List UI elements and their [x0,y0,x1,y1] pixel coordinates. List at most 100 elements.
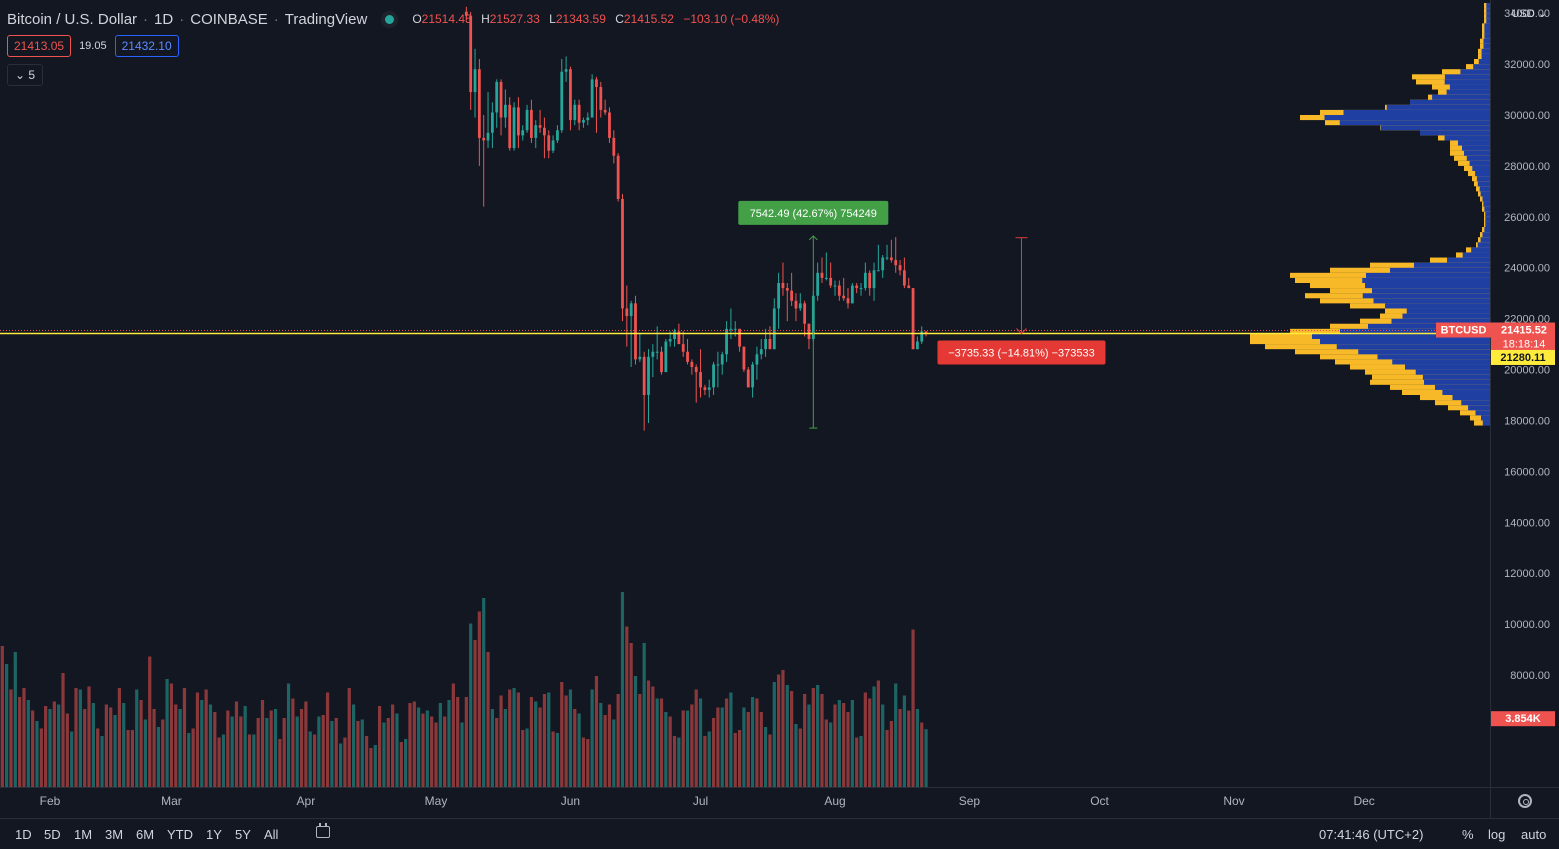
candle-body [586,117,590,121]
volume-bar [594,676,599,787]
volume-bar [70,731,74,787]
candle-body [551,140,555,151]
price-tick-label: 12000.00 [1504,568,1550,580]
volume-bar [321,715,325,787]
volume-bar [412,701,416,787]
range-1m[interactable]: 1M [74,827,93,842]
candle-body [907,285,911,289]
sell-price-button[interactable]: 21413.05 [7,35,72,57]
range-1y[interactable]: 1Y [206,827,222,842]
volume-profile-value-area [1343,109,1490,115]
volume-profile-value-area [1336,344,1490,350]
volume-bar [755,698,759,787]
volume-bar [889,721,893,787]
volume-profile-value-area [1471,247,1490,253]
candle-body [868,272,872,289]
volume-bar [690,704,694,787]
candle-body [642,356,646,395]
volume-bar [308,731,312,787]
measure-up-arrow [808,235,818,241]
volume-bar [750,697,755,787]
countdown-text: 18:18:14 [1503,339,1546,351]
volume-profile-value-area [1477,242,1490,248]
volume-profile-value-area [1390,267,1490,273]
volume-bar [252,734,256,787]
settings-icon[interactable] [1518,794,1532,808]
volume-profile-value-area [1475,171,1490,177]
volume-profile-value-area [1386,104,1490,110]
volume-profile-value-area [1475,410,1490,416]
volume-bar [534,701,538,787]
candle-body [647,356,650,395]
volume-bar [698,698,703,787]
candle-body [859,288,863,290]
volume-bar [772,682,776,787]
market-status-icon[interactable] [385,14,395,24]
volume-bar [78,689,82,787]
volume-bar [551,731,555,787]
range-3m[interactable]: 3M [105,827,124,842]
indicator-count: 5 [28,68,36,82]
range-5y[interactable]: 5Y [235,827,251,842]
volume-bar [369,748,373,787]
volume-bar [434,722,438,787]
currency-menu[interactable]: USD ⌄ [1511,7,1547,20]
volume-bar [829,722,833,787]
clock-timezone[interactable]: 07:41:46 (UTC+2) [1319,827,1424,842]
candle-body [464,11,468,16]
candle-body [902,270,906,286]
volume-profile-value-area [1432,94,1490,100]
percent-scale-toggle[interactable]: % [1462,827,1474,842]
price-tick-label: 18000.00 [1504,415,1550,427]
volume-profile-value-area [1368,323,1490,329]
volume-profile-value-area [1485,221,1490,227]
volume-bar [156,727,161,787]
volume-bar [391,704,395,787]
date-range-icon[interactable] [316,823,330,838]
price-tick-label: 14000.00 [1504,517,1550,529]
range-all[interactable]: All [264,827,279,842]
log-scale-toggle[interactable]: log [1488,827,1506,842]
interval-label[interactable]: 1D [154,10,174,28]
candle-body [556,130,559,141]
price-tick-label: 10000.00 [1504,619,1550,631]
time-scale: Feb Mar Apr May Jun Jul Aug Sep Oct Nov Dec [0,787,1559,808]
candle-body [733,328,737,330]
volume-profile-value-area [1365,283,1490,289]
volume-bar [599,703,603,787]
volume-bar [620,592,625,787]
volume-profile-value-area [1482,420,1490,426]
time-tick-label: May [425,794,448,808]
ohlc-low: 21343.59 [555,12,606,26]
volume-profile-value-area [1464,150,1490,156]
candle-body [725,328,728,355]
volume-bar [855,737,859,787]
range-5d[interactable]: 5D [44,827,61,842]
candles-layer [464,6,928,431]
auto-scale-toggle[interactable]: auto [1521,827,1547,842]
range-1d[interactable]: 1D [15,827,32,842]
indicators-toggle[interactable]: ⌄ 5 [7,64,44,86]
volume-bar [655,698,659,787]
volume-profile-value-area [1483,201,1490,207]
volume-bar [651,686,655,787]
volume-bar [312,734,317,787]
volume-profile-value-area [1478,59,1490,65]
chart-legend[interactable]: Bitcoin / U.S. Dollar · 1D · COINBASE · … [7,9,785,29]
chevron-down-icon: ⌄ [15,68,26,82]
symbol-title[interactable]: Bitcoin / U.S. Dollar [7,10,138,28]
volume-profile-value-area [1339,120,1490,126]
buy-price-button[interactable]: 21432.10 [114,35,179,57]
volume-bar [109,707,113,787]
volume-bar [633,676,638,787]
volume-profile-value-area [1406,308,1490,314]
range-ytd[interactable]: YTD [167,827,193,842]
volume-profile-value-area [1420,130,1490,136]
volume-bar [920,722,924,787]
volume-bar [152,709,156,787]
candle-body [872,270,876,289]
range-6m[interactable]: 6M [136,827,155,842]
volume-bar [161,719,165,787]
volume-bar [824,719,828,787]
